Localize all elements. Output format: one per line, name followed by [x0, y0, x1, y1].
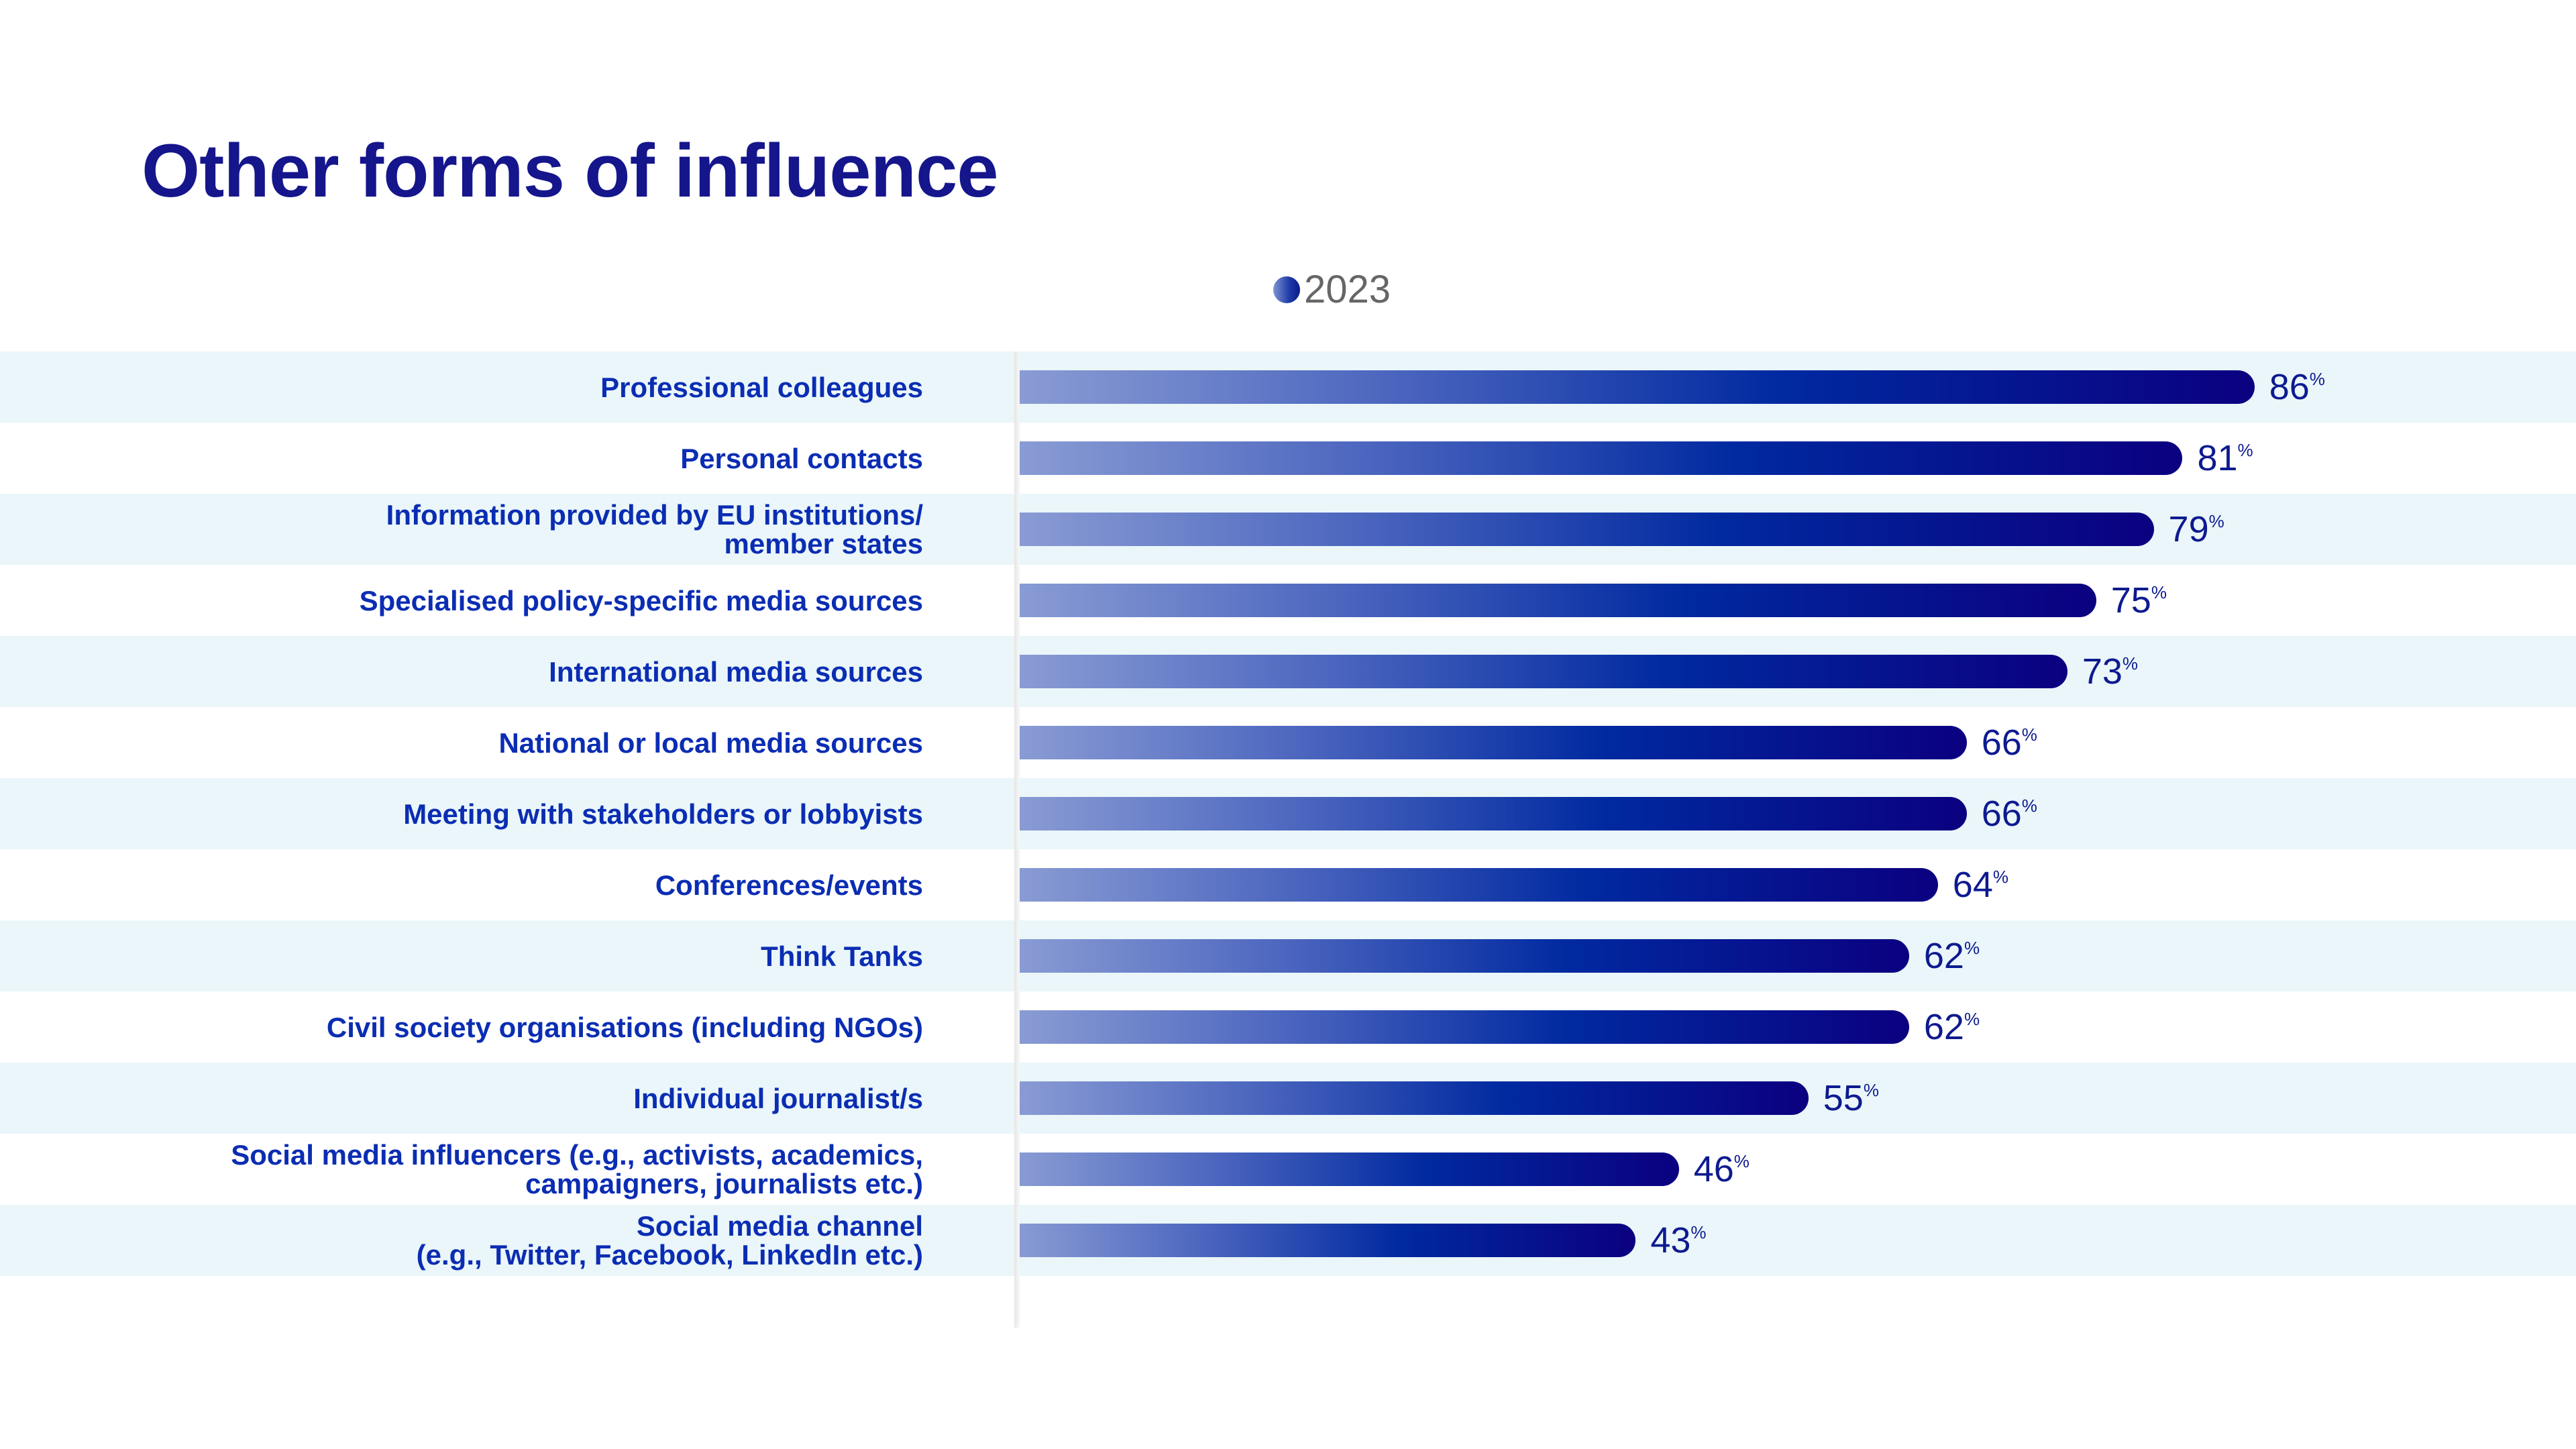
value-label: 81% — [2197, 437, 2253, 479]
y-axis-line — [1014, 352, 1020, 1328]
percent-sign: % — [2237, 440, 2253, 460]
bar — [1017, 441, 2183, 475]
chart-row: Meeting with stakeholders or lobbyists 66… — [0, 778, 2576, 849]
bar — [1017, 655, 2068, 688]
bar — [1017, 868, 1938, 902]
percent-sign: % — [1992, 867, 2008, 887]
value-number: 66 — [1981, 794, 2022, 834]
value-number: 86 — [2269, 367, 2310, 407]
value-label: 46% — [1694, 1148, 1750, 1190]
chart-row: Information provided by EU institutions/… — [0, 494, 2576, 565]
category-label: Meeting with stakeholders or lobbyists — [403, 798, 923, 830]
percent-sign: % — [1863, 1080, 1879, 1100]
category-label: Professional colleagues — [600, 371, 923, 403]
category-label: Information provided by EU institutions/… — [386, 499, 923, 559]
category-label: Individual journalist/s — [633, 1082, 923, 1114]
value-number: 55 — [1823, 1078, 1864, 1118]
chart-row: Professional colleagues 86% — [0, 352, 2576, 423]
bar — [1017, 726, 1967, 759]
value-label: 62% — [1924, 935, 1980, 977]
value-number: 81 — [2197, 438, 2238, 478]
percent-sign: % — [2122, 653, 2139, 674]
value-label: 75% — [2111, 580, 2167, 621]
value-number: 62 — [1923, 936, 1964, 976]
chart-row: Social media influencers (e.g., activist… — [0, 1134, 2576, 1205]
category-label: Conferences/events — [655, 869, 923, 901]
value-number: 73 — [2082, 651, 2123, 692]
value-number: 66 — [1981, 722, 2022, 763]
percent-sign: % — [2208, 511, 2224, 531]
category-label: National or local media sources — [498, 727, 923, 759]
bar — [1017, 1081, 1809, 1115]
category-label: International media sources — [549, 655, 923, 688]
bar — [1017, 797, 1967, 830]
value-number: 79 — [2168, 509, 2209, 549]
value-number: 64 — [1952, 865, 1993, 905]
value-number: 46 — [1693, 1149, 1734, 1189]
chart-row: Think Tanks 62% — [0, 920, 2576, 991]
value-label: 64% — [1953, 864, 2008, 906]
legend-marker-icon — [1273, 276, 1300, 303]
value-label: 43% — [1650, 1220, 1706, 1261]
legend: 2023 — [1273, 267, 1391, 312]
percent-sign: % — [2309, 369, 2325, 389]
bar — [1017, 939, 1909, 973]
value-label: 66% — [1982, 793, 2037, 835]
chart-row: Specialised policy-specific media source… — [0, 565, 2576, 636]
category-label: Social media channel (e.g., Twitter, Fac… — [416, 1210, 923, 1271]
chart-row: National or local media sources 66% — [0, 707, 2576, 778]
category-label: Think Tanks — [761, 940, 923, 972]
chart-row: Individual journalist/s 55% — [0, 1063, 2576, 1134]
value-number: 75 — [2110, 580, 2151, 621]
value-label: 66% — [1982, 722, 2037, 763]
bar — [1017, 1010, 1909, 1044]
percent-sign: % — [1964, 1009, 1980, 1029]
percent-sign: % — [2021, 724, 2037, 745]
chart-row: Conferences/events 64% — [0, 849, 2576, 920]
category-label: Social media influencers (e.g., activist… — [231, 1139, 923, 1199]
value-label: 86% — [2269, 366, 2325, 408]
chart-title: Other forms of influence — [142, 129, 999, 213]
value-label: 55% — [1823, 1077, 1879, 1119]
chart-row: International media sources 73% — [0, 636, 2576, 707]
bar — [1017, 584, 2096, 617]
value-label: 79% — [2169, 508, 2224, 550]
value-number: 43 — [1650, 1220, 1691, 1260]
percent-sign: % — [2151, 582, 2167, 602]
percent-sign: % — [2021, 796, 2037, 816]
bar — [1017, 513, 2154, 546]
bar-chart: Professional colleagues 86% Personal conta… — [0, 352, 2576, 1276]
value-label: 62% — [1924, 1006, 1980, 1048]
category-label: Civil society organisations (including N… — [326, 1011, 923, 1043]
value-label: 73% — [2082, 651, 2138, 692]
bar — [1017, 370, 2255, 404]
chart-row: Social media channel (e.g., Twitter, Fac… — [0, 1205, 2576, 1276]
chart-row: Civil society organisations (including N… — [0, 991, 2576, 1063]
bar — [1017, 1224, 1636, 1257]
legend-label: 2023 — [1304, 268, 1391, 311]
value-number: 62 — [1923, 1007, 1964, 1047]
category-label: Personal contacts — [680, 442, 923, 474]
category-label: Specialised policy-specific media source… — [359, 584, 923, 616]
percent-sign: % — [1690, 1222, 1707, 1242]
chart-row: Personal contacts 81% — [0, 423, 2576, 494]
bar — [1017, 1152, 1679, 1186]
percent-sign: % — [1733, 1151, 1750, 1171]
percent-sign: % — [1964, 938, 1980, 958]
